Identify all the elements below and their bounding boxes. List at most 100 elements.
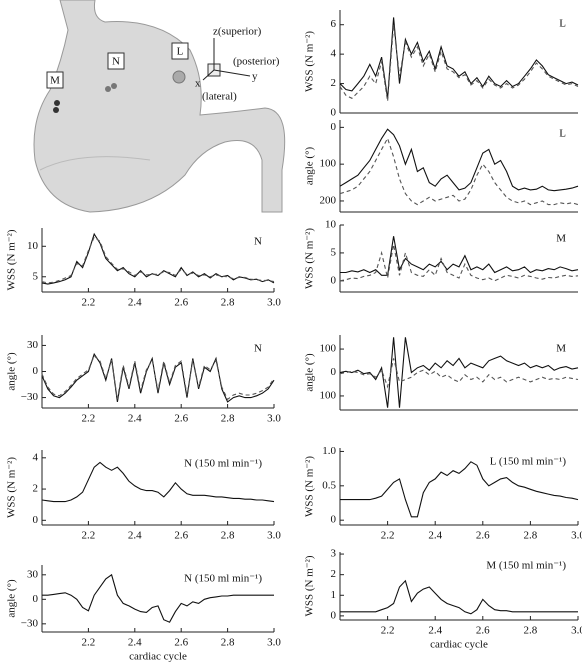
point-n bbox=[105, 86, 111, 92]
y-tick-label: 100 bbox=[320, 389, 337, 401]
series-line bbox=[340, 579, 578, 615]
y-tick-label: 0 bbox=[33, 514, 39, 526]
y-tick-label: 5 bbox=[33, 270, 39, 282]
panel-label: N bbox=[254, 343, 262, 355]
y-tick-label: 2 bbox=[331, 568, 337, 580]
panel-label: M bbox=[556, 343, 566, 355]
x-tick-label: 2.6 bbox=[174, 530, 188, 542]
series-line bbox=[339, 337, 579, 408]
series-line bbox=[41, 461, 275, 503]
axis-y bbox=[213, 69, 251, 77]
y-tick-label: 10 bbox=[27, 240, 39, 252]
x-tick-label: 2.2 bbox=[82, 637, 96, 649]
x-tick-label: 2.8 bbox=[524, 625, 538, 637]
x-tick-label: 2.4 bbox=[128, 637, 142, 649]
y-tick-label: 2 bbox=[33, 483, 39, 495]
shading bbox=[39, 156, 151, 171]
y-tick-label: 100 bbox=[320, 343, 337, 355]
y-axis-label: angle (°) bbox=[6, 579, 18, 618]
series-line bbox=[339, 128, 579, 192]
y-tick-label: 3 bbox=[331, 548, 337, 560]
x-tick-label: 2.6 bbox=[174, 297, 188, 309]
point-label: L bbox=[177, 46, 184, 58]
series-line bbox=[41, 352, 275, 403]
x-tick-label: 2.8 bbox=[524, 530, 538, 542]
x-tick-label: 3.0 bbox=[571, 530, 582, 542]
x-tick-label: 2.2 bbox=[381, 625, 395, 637]
x-tick-label: 2.2 bbox=[82, 530, 96, 542]
y-tick-label: 4 bbox=[33, 451, 39, 463]
x-tick-label: 3.0 bbox=[267, 297, 281, 309]
y-axis-label: angle (°) bbox=[6, 352, 18, 391]
x-tick-label: 2.6 bbox=[174, 637, 188, 649]
axis-label: z(superior) bbox=[213, 26, 262, 38]
y-tick-label: 0 bbox=[331, 514, 337, 526]
y-tick-label: 0 bbox=[33, 593, 39, 605]
panel-label: L bbox=[559, 18, 566, 30]
axis-label: y bbox=[252, 71, 258, 83]
x-tick-label: 3.0 bbox=[267, 413, 281, 425]
series-line bbox=[339, 137, 579, 206]
point-n bbox=[111, 83, 117, 89]
y-axis-label: WSS (N m⁻²) bbox=[304, 555, 316, 616]
y-axis-label: WSS (N m⁻²) bbox=[6, 457, 18, 518]
x-tick-label: 2.4 bbox=[428, 530, 442, 542]
y-axis-label: WSS (N m⁻²) bbox=[304, 31, 316, 92]
y-tick-label: 2 bbox=[331, 77, 337, 89]
series-line bbox=[340, 236, 579, 276]
x-axis-label: cardiac cycle bbox=[430, 639, 488, 651]
point-m bbox=[53, 107, 59, 113]
x-tick-label: 2.6 bbox=[476, 530, 490, 542]
y-tick-label: 30 bbox=[27, 568, 39, 580]
series-line bbox=[339, 358, 579, 389]
y-tick-label: 0 bbox=[33, 365, 39, 377]
x-tick-label: 2.6 bbox=[476, 625, 490, 637]
series-line bbox=[41, 232, 275, 285]
y-tick-label: 0 bbox=[331, 366, 337, 378]
x-tick-label: 3.0 bbox=[571, 625, 582, 637]
series-line bbox=[339, 17, 579, 99]
x-tick-label: 3.0 bbox=[267, 530, 281, 542]
axis-label: (lateral) bbox=[202, 91, 237, 103]
x-tick-label: 3.0 bbox=[267, 637, 281, 649]
x-tick-label: 2.6 bbox=[174, 413, 188, 425]
panel-label: M (150 ml min⁻¹) bbox=[486, 560, 566, 572]
series-line bbox=[41, 354, 275, 401]
label-box bbox=[46, 71, 64, 89]
y-tick-label: 1.0 bbox=[322, 445, 336, 457]
point-label: M bbox=[50, 75, 60, 87]
series-line bbox=[339, 244, 579, 282]
y-tick-label: 30 bbox=[27, 339, 39, 351]
series-line bbox=[42, 573, 274, 623]
point-label: N bbox=[112, 56, 120, 68]
label-box bbox=[171, 42, 189, 60]
y-tick-label: −30 bbox=[21, 391, 39, 403]
y-tick-label: 100 bbox=[320, 158, 337, 170]
x-tick-label: 2.8 bbox=[221, 530, 235, 542]
y-axis-label: angle (°) bbox=[304, 147, 316, 186]
y-tick-label: 0 bbox=[331, 107, 337, 119]
panel-label: N (150 ml min⁻¹) bbox=[184, 458, 262, 470]
x-tick-label: 2.4 bbox=[428, 625, 442, 637]
y-axis-label: WSS (N m⁻²) bbox=[304, 456, 316, 517]
panel-label: M bbox=[556, 233, 566, 245]
y-tick-label: 5 bbox=[331, 246, 337, 258]
x-tick-label: 2.2 bbox=[82, 413, 96, 425]
x-tick-label: 2.4 bbox=[128, 413, 142, 425]
y-tick-label: 0 bbox=[331, 274, 337, 286]
y-axis-label: WSS (N m⁻²) bbox=[304, 228, 316, 289]
y-tick-label: 4 bbox=[331, 48, 337, 60]
y-tick-label: 200 bbox=[320, 194, 337, 206]
panel-label: L bbox=[559, 128, 566, 140]
axis-label: (posterior) bbox=[233, 56, 280, 68]
x-tick-label: 2.2 bbox=[381, 530, 395, 542]
y-axis-label: WSS (N m⁻²) bbox=[6, 229, 18, 290]
y-tick-label: 0 bbox=[331, 121, 337, 133]
y-tick-label: 6 bbox=[331, 18, 337, 30]
axis-label: x bbox=[195, 78, 201, 90]
series-line bbox=[339, 24, 579, 102]
axis-x bbox=[202, 69, 215, 81]
y-tick-label: 0.5 bbox=[322, 479, 336, 491]
y-tick-label: 1 bbox=[331, 589, 337, 601]
